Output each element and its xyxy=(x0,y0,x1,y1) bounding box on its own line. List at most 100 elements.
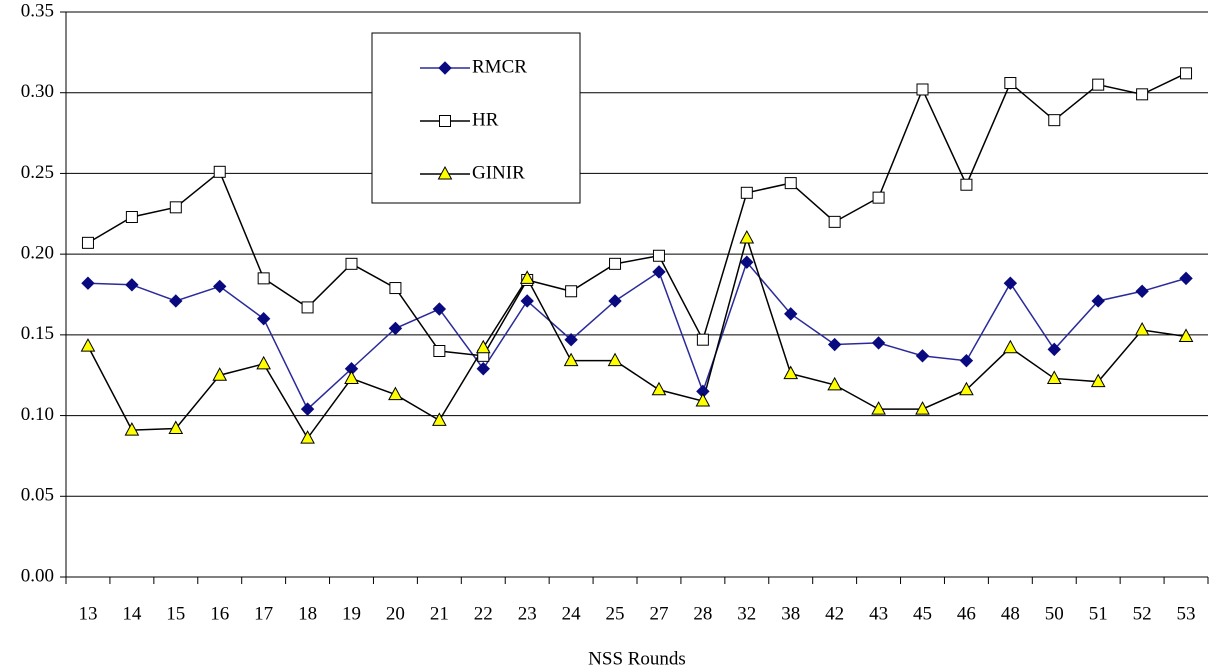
marker xyxy=(256,355,271,370)
x-tick-label: 45 xyxy=(913,603,932,624)
marker xyxy=(1047,342,1061,357)
marker xyxy=(213,165,226,178)
x-tick-label: 50 xyxy=(1045,603,1064,624)
marker xyxy=(784,307,798,321)
marker xyxy=(475,339,491,354)
y-tick-label: 0.10 xyxy=(21,404,54,425)
marker xyxy=(565,285,578,298)
x-tick-label: 14 xyxy=(122,603,142,624)
marker xyxy=(388,321,403,336)
series-line xyxy=(87,260,1187,411)
x-tick-label: 43 xyxy=(869,603,888,624)
x-tick-label: 48 xyxy=(1001,603,1020,624)
y-tick-label: 0.05 xyxy=(21,485,54,506)
series-line xyxy=(87,72,1187,357)
marker xyxy=(300,402,315,416)
marker xyxy=(915,349,930,363)
legend: RMCR HR GINIR xyxy=(371,32,581,204)
x-tick-label: 46 xyxy=(957,603,976,624)
marker xyxy=(1091,294,1105,308)
x-tick-label: 32 xyxy=(737,603,756,624)
marker xyxy=(1180,67,1193,80)
marker xyxy=(388,386,403,401)
marker xyxy=(256,312,271,326)
marker xyxy=(257,272,270,285)
marker xyxy=(1092,78,1105,91)
x-tick-label: 25 xyxy=(606,603,625,624)
marker xyxy=(81,236,94,249)
marker xyxy=(439,115,451,127)
series-line xyxy=(87,235,1187,440)
marker xyxy=(740,186,753,199)
marker xyxy=(872,191,885,204)
x-tick-label: 52 xyxy=(1133,603,1152,624)
marker xyxy=(213,279,227,294)
marker xyxy=(652,265,666,279)
marker xyxy=(1179,271,1193,286)
marker xyxy=(1090,373,1106,388)
marker xyxy=(301,301,314,314)
marker xyxy=(696,333,709,346)
x-tick-label: 38 xyxy=(781,603,800,624)
marker xyxy=(1048,114,1061,127)
marker xyxy=(740,255,754,269)
x-tick-label: 22 xyxy=(474,603,493,624)
marker xyxy=(652,249,665,262)
marker xyxy=(438,61,452,75)
marker xyxy=(520,294,534,308)
marker xyxy=(169,294,183,308)
y-tick-label: 0.30 xyxy=(21,81,54,102)
x-axis-label: NSS Rounds xyxy=(588,648,686,669)
marker xyxy=(871,336,886,350)
marker xyxy=(1136,88,1149,101)
marker xyxy=(609,257,622,270)
marker xyxy=(125,211,138,224)
marker xyxy=(607,352,623,367)
marker xyxy=(960,178,973,191)
marker xyxy=(476,362,490,376)
x-tick-label: 51 xyxy=(1089,603,1108,624)
marker xyxy=(433,345,446,357)
marker xyxy=(959,381,974,396)
marker xyxy=(389,282,402,295)
y-tick-label: 0.15 xyxy=(21,323,54,344)
marker xyxy=(739,229,755,244)
marker xyxy=(432,412,447,426)
x-tick-label: 18 xyxy=(298,603,317,624)
marker xyxy=(871,401,886,415)
marker xyxy=(1134,321,1150,336)
marker xyxy=(212,367,228,381)
marker xyxy=(1004,77,1017,90)
x-tick-label: 42 xyxy=(825,603,844,624)
x-tick-label: 20 xyxy=(386,603,405,624)
x-tick-label: 13 xyxy=(78,603,97,624)
marker xyxy=(563,352,579,367)
marker xyxy=(1003,276,1018,290)
y-tick-label: 0.25 xyxy=(21,162,54,183)
marker xyxy=(1003,339,1018,354)
marker xyxy=(828,215,841,228)
x-tick-label: 23 xyxy=(518,603,537,624)
marker xyxy=(124,422,140,436)
marker xyxy=(300,430,315,444)
marker xyxy=(651,381,667,396)
x-tick-label: 15 xyxy=(166,603,185,624)
marker xyxy=(608,294,622,308)
marker xyxy=(827,337,842,352)
marker xyxy=(81,276,95,290)
marker xyxy=(1046,370,1062,384)
x-tick-label: 21 xyxy=(430,603,449,624)
x-tick-label: 19 xyxy=(342,603,361,624)
marker xyxy=(519,270,535,284)
marker xyxy=(564,332,578,347)
y-tick-label: 0.35 xyxy=(21,0,54,21)
legend-box xyxy=(371,32,581,204)
marker xyxy=(827,376,842,391)
marker xyxy=(783,365,799,380)
marker xyxy=(1178,328,1194,342)
marker xyxy=(125,278,139,292)
marker xyxy=(1135,284,1149,298)
marker xyxy=(345,257,358,270)
